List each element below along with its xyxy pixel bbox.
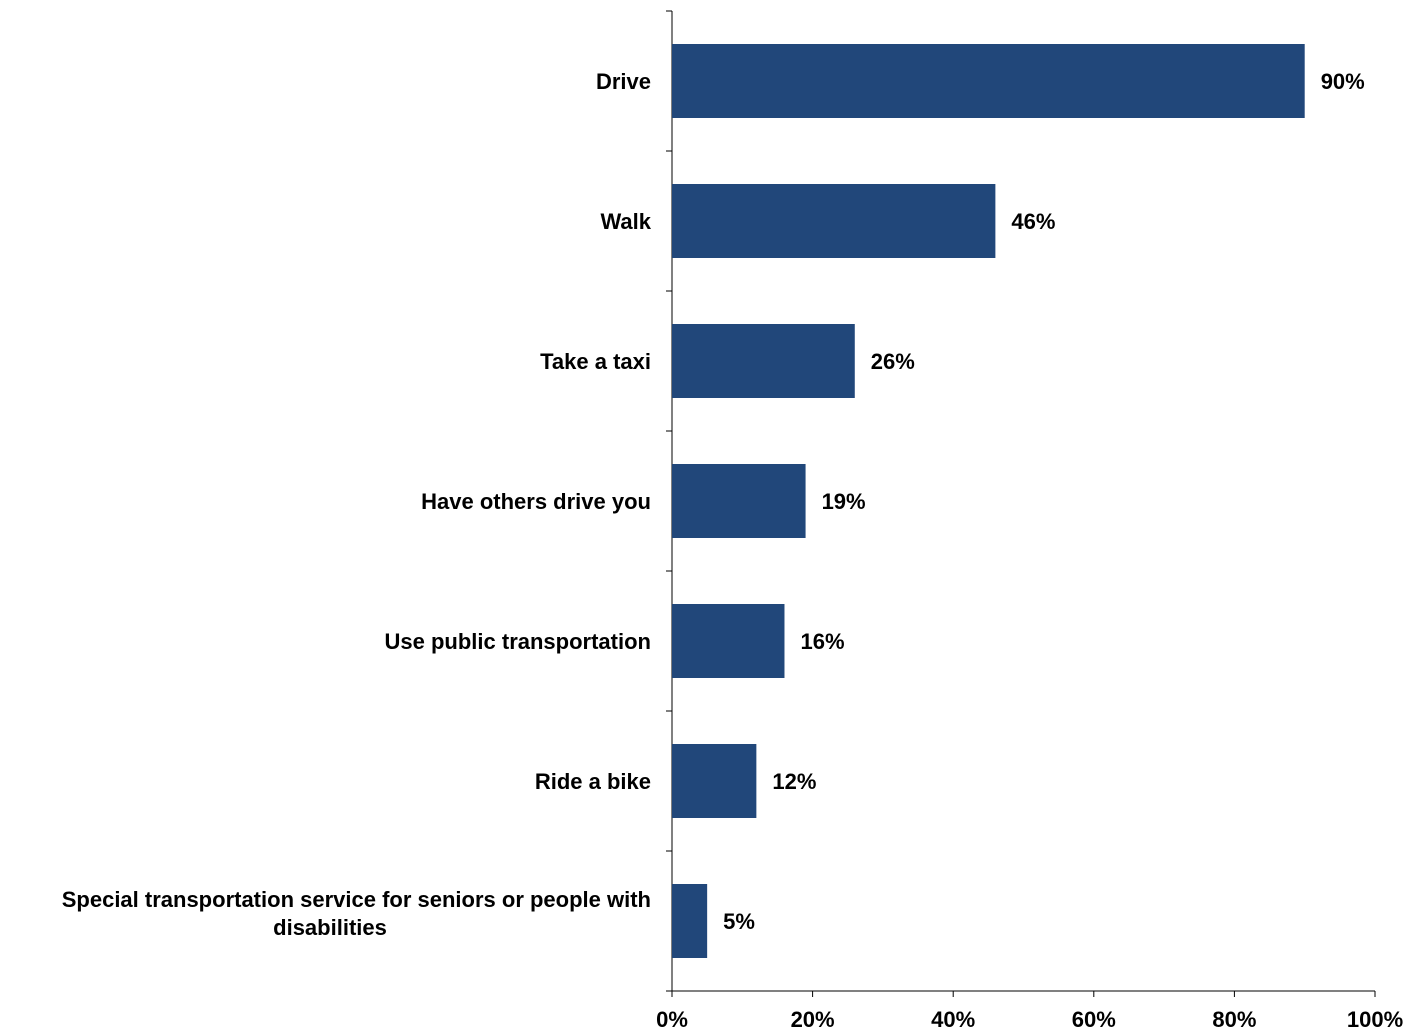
data-label: 46% [1011,209,1055,234]
category-label: Ride a bike [535,769,651,794]
bar [672,44,1305,118]
bar [672,604,785,678]
x-tick-label: 0% [656,1007,688,1030]
data-label: 5% [723,909,755,934]
data-label: 26% [871,349,915,374]
category-label-line: Special transportation service for senio… [62,887,651,912]
x-tick-label: 40% [931,1007,975,1030]
data-label: 90% [1321,69,1365,94]
bar [672,884,708,958]
bar [672,184,996,258]
plot-area: 0% 20% 40% 60% 80% 100% 90% Drive 46% Walk 26% Take… [62,10,1403,1030]
data-label: 19% [822,489,866,514]
x-tick-label: 80% [1212,1007,1256,1030]
category-label: Take a taxi [540,349,651,374]
bar [672,744,757,818]
x-tick-label: 100% [1347,1007,1403,1030]
category-label-line: disabilities [273,915,387,940]
category-label: Walk [600,209,651,234]
data-label: 16% [800,629,844,654]
bar [672,464,806,538]
x-tick-label: 60% [1072,1007,1116,1030]
x-tick-label: 20% [791,1007,835,1030]
bar [672,324,855,398]
category-label: Have others drive you [421,489,651,514]
data-label: 12% [772,769,816,794]
category-label: Use public transportation [385,629,651,654]
category-label: Drive [596,69,651,94]
